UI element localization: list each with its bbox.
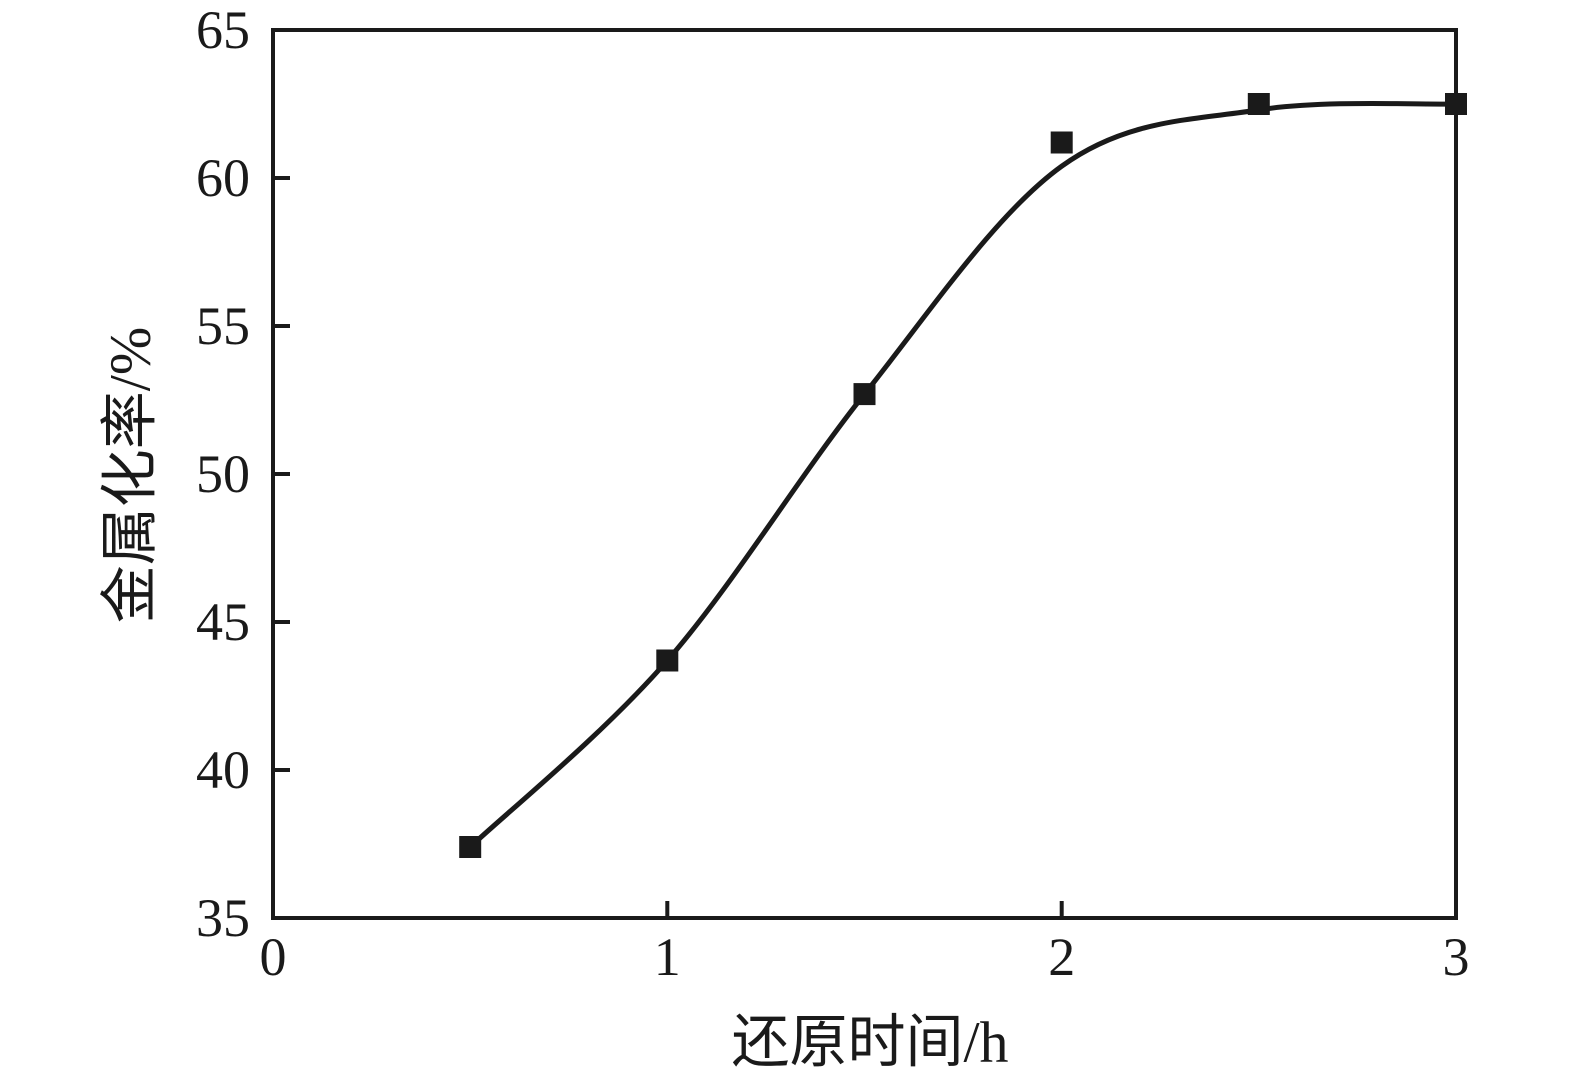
x-tick-label: 0 (260, 927, 287, 987)
x-tick-label: 1 (654, 927, 681, 987)
data-point-marker (459, 836, 482, 858)
y-tick-label: 40 (196, 740, 250, 800)
data-point-marker (656, 649, 679, 672)
trend-curve (467, 100, 1459, 850)
y-tick-label: 60 (196, 148, 250, 208)
y-axis-title: 金属化率/% (98, 327, 163, 623)
data-point-marker (853, 383, 876, 406)
axes-layer (271, 28, 1458, 920)
data-layer (459, 93, 1467, 858)
tick-layer: 35 40 45 50 55 60 65 0 1 2 3 (196, 0, 1470, 987)
data-point-marker (1050, 131, 1073, 154)
x-axis-title: 还原时间/h (731, 1010, 1008, 1075)
y-tick-label: 45 (196, 592, 250, 652)
y-tick-label: 55 (196, 296, 250, 356)
y-tick-label: 65 (196, 0, 250, 60)
data-point-marker (1247, 93, 1270, 115)
x-tick-label: 3 (1443, 927, 1470, 987)
data-point-marker (1445, 93, 1467, 115)
y-tick-label: 35 (196, 888, 250, 948)
x-tick-label: 2 (1048, 927, 1075, 987)
y-tick-label: 50 (196, 444, 250, 504)
plot-frame (271, 28, 1458, 920)
